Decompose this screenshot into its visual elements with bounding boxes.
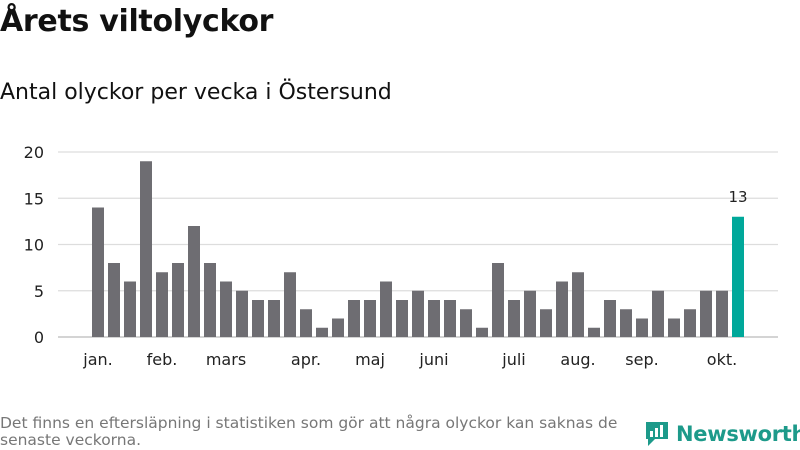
bar [332, 318, 344, 337]
x-month-label: feb. [147, 350, 178, 369]
x-month-label: juli [501, 350, 525, 369]
x-month-label: aug. [560, 350, 595, 369]
bar [556, 281, 568, 337]
chart-subtitle: Antal olyckor per vecka i Östersund [0, 80, 392, 105]
y-tick-label: 5 [34, 282, 44, 301]
bar [380, 281, 392, 337]
x-month-label: okt. [707, 350, 737, 369]
chart-title: Årets viltolyckor [0, 4, 274, 39]
y-tick-label: 15 [24, 189, 44, 208]
brand-name: Newsworthy [676, 422, 800, 446]
bar [396, 300, 408, 337]
bar [252, 300, 264, 337]
bar [428, 300, 440, 337]
bar [572, 272, 584, 337]
x-month-label: maj [355, 350, 385, 369]
bar [92, 207, 104, 337]
bar [300, 309, 312, 337]
bar [364, 300, 376, 337]
bar [636, 318, 648, 337]
x-month-label: juni [418, 350, 448, 369]
bar [412, 290, 424, 337]
bar [668, 318, 680, 337]
bar [316, 327, 328, 337]
bar [108, 263, 120, 337]
bar [220, 281, 232, 337]
bar [444, 300, 456, 337]
bar [460, 309, 472, 337]
x-month-label: mars [206, 350, 246, 369]
bar [700, 290, 712, 337]
bar [620, 309, 632, 337]
y-tick-label: 0 [34, 328, 44, 347]
bar [492, 263, 504, 337]
bar [524, 290, 536, 337]
y-tick-label: 20 [24, 143, 44, 162]
bar [684, 309, 696, 337]
bar [156, 272, 168, 337]
bar [508, 300, 520, 337]
bar [284, 272, 296, 337]
footnote: Det finns en eftersläpning i statistiken… [0, 414, 618, 449]
bar [588, 327, 600, 337]
brand-logo: Newsworthy [644, 418, 800, 450]
bar-chart: 0 5 10 15 20 13 jan. feb. mars apr. maj juni juli aug… [24, 143, 778, 369]
bar [188, 226, 200, 337]
bar [604, 300, 616, 337]
bar [348, 300, 360, 337]
bar [124, 281, 136, 337]
bar [172, 263, 184, 337]
x-month-label: jan. [82, 350, 112, 369]
highlighted-bar [732, 216, 744, 337]
highlight-value-label: 13 [728, 188, 747, 206]
bar [236, 290, 248, 337]
y-tick-label: 10 [24, 236, 44, 255]
bar [716, 290, 728, 337]
bar [268, 300, 280, 337]
x-month-label: sep. [625, 350, 658, 369]
bar [140, 161, 152, 337]
newsworthy-logo-icon [646, 422, 668, 446]
bar [476, 327, 488, 337]
bar [204, 263, 216, 337]
bar [652, 290, 664, 337]
bar [540, 309, 552, 337]
x-month-label: apr. [291, 350, 321, 369]
